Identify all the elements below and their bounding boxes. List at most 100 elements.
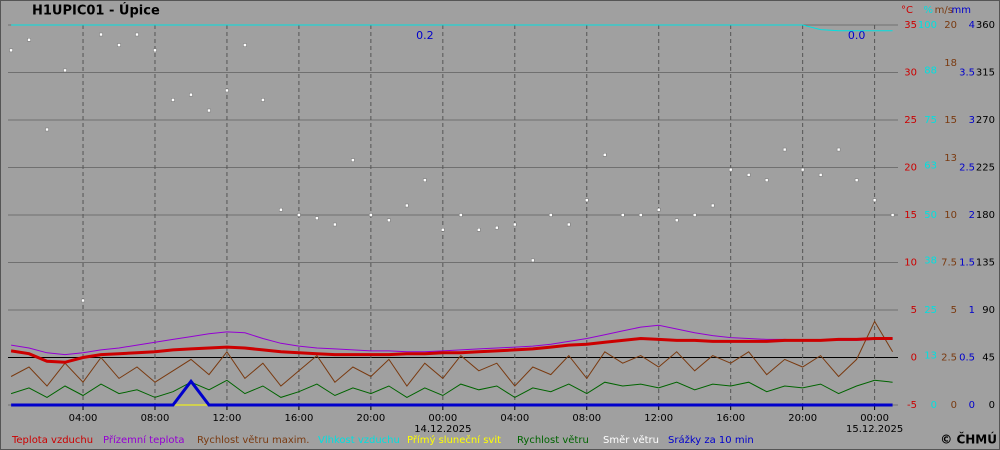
direction-dot: [189, 92, 193, 97]
series-line: [10, 320, 894, 387]
direction-dot: [243, 43, 247, 47]
direction-dot: [261, 98, 265, 102]
direction-dot: [710, 203, 715, 208]
direction-dot: [9, 48, 13, 53]
direction-dot: [638, 213, 643, 217]
direction-dot: [351, 158, 355, 162]
direction-dot: [27, 38, 31, 42]
direction-dot: [117, 43, 121, 47]
direction-dot: [423, 178, 427, 182]
date-label: 14.12.2025: [414, 424, 471, 435]
y-tick-label: 135: [976, 258, 995, 269]
x-tick-label: 00:00: [428, 413, 457, 424]
direction-dot: [890, 213, 895, 217]
direction-dot: [333, 222, 337, 227]
legend-entry: Vlhkost vzduchu: [318, 435, 400, 446]
direction-dot: [315, 216, 319, 220]
x-tick-label: 16:00: [716, 413, 745, 424]
y-tick-label: 15: [944, 115, 957, 126]
date-label: 15.12.2025: [846, 424, 903, 435]
y-tick-label: 7.5: [941, 258, 957, 269]
direction-dot: [387, 218, 391, 223]
direction-dot: [692, 213, 697, 217]
x-tick-label: 00:00: [860, 413, 889, 424]
y-tick-label: 0: [951, 400, 957, 411]
series-line: [10, 336, 893, 364]
direction-dot: [225, 88, 229, 93]
y-tick-label: 3.5: [959, 68, 975, 79]
direction-dot: [549, 213, 553, 217]
y-tick-label: 1: [969, 305, 975, 316]
y-tick-label: 0.5: [959, 353, 975, 364]
direction-dot: [782, 147, 787, 152]
direction-dot: [405, 203, 409, 208]
y-tick-label: 100: [918, 20, 937, 31]
y-tick-label: 13: [924, 351, 937, 362]
direction-dot: [800, 167, 805, 172]
direction-dot: [818, 173, 823, 177]
y-tick-label: 35: [904, 20, 917, 31]
direction-dot: [585, 198, 589, 202]
x-tick-label: 04:00: [69, 413, 98, 424]
legend-entry: Srážky za 10 min: [668, 434, 754, 446]
legend-entry: Přímý sluneční svit: [407, 434, 501, 446]
y-tick-label: 50: [924, 210, 937, 221]
axis-label: °C: [901, 5, 913, 16]
direction-dot: [567, 222, 571, 227]
annotation: 0.0: [848, 29, 866, 42]
y-tick-label: 180: [976, 210, 995, 221]
y-tick-label: 5: [911, 305, 917, 316]
x-tick-label: 20:00: [788, 413, 817, 424]
y-tick-label: 0: [989, 400, 995, 411]
direction-dot: [603, 153, 607, 157]
direction-dot: [477, 228, 481, 232]
x-tick-label: 12:00: [213, 413, 242, 424]
y-tick-label: 15: [904, 210, 917, 221]
y-tick-label: 3: [969, 115, 975, 126]
y-tick-label: 25: [924, 305, 937, 316]
direction-dot: [63, 68, 67, 73]
y-tick-label: 225: [976, 163, 995, 174]
y-tick-label: 13: [944, 153, 957, 164]
x-tick-label: 08:00: [141, 413, 170, 424]
y-tick-label: 38: [924, 256, 937, 267]
x-tick-label: 20:00: [356, 413, 385, 424]
y-tick-label: 88: [924, 66, 937, 77]
series-line: [11, 24, 893, 32]
direction-dot: [728, 167, 733, 172]
direction-dot: [135, 32, 139, 37]
y-tick-label: 4: [969, 20, 975, 31]
axis-label: %: [923, 5, 933, 16]
y-tick-label: 2.5: [959, 163, 975, 174]
series-line: [11, 324, 893, 356]
direction-dot: [764, 178, 769, 182]
direction-dot: [746, 173, 751, 177]
y-tick-label: 30: [904, 68, 917, 79]
direction-dot: [620, 213, 625, 217]
direction-dot: [459, 213, 463, 217]
y-tick-label: 0: [911, 353, 917, 364]
y-tick-label: 315: [976, 68, 995, 79]
y-tick-label: 10: [944, 210, 957, 221]
y-tick-label: 0: [931, 400, 937, 411]
direction-dot: [81, 298, 85, 303]
direction-dot: [369, 213, 373, 217]
direction-dot: [207, 108, 211, 113]
x-tick-label: 08:00: [572, 413, 601, 424]
y-tick-label: 270: [976, 115, 995, 126]
direction-dot: [872, 198, 877, 202]
y-tick-label: 18: [944, 58, 957, 69]
direction-dot: [99, 32, 103, 37]
y-tick-label: 2: [969, 210, 975, 221]
axis-label: m/s: [935, 5, 953, 16]
annotation: 0.2: [416, 29, 434, 42]
y-tick-label: 25: [904, 115, 917, 126]
y-tick-label: 75: [924, 115, 937, 126]
legend-entry: Teplota vzduchu: [11, 435, 93, 446]
chart-title: H1UPIC01 - Úpice: [32, 3, 160, 19]
legend-entry: Přízemní teplota: [103, 434, 185, 446]
direction-dot: [45, 127, 49, 132]
y-tick-label: 2.5: [941, 353, 957, 364]
direction-dot: [674, 218, 679, 223]
